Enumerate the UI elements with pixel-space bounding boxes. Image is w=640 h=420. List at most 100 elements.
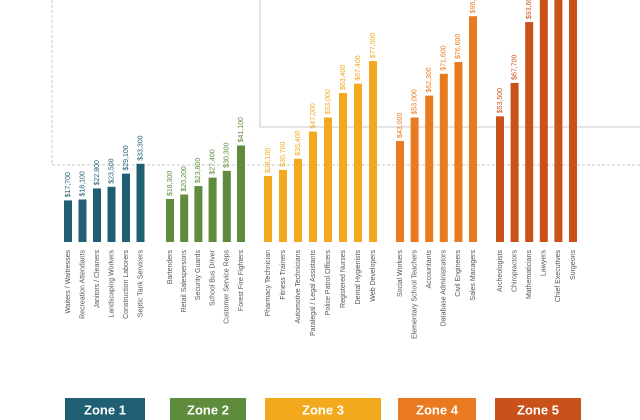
category-label: Pharmacy Technician [265,250,272,317]
bar [525,22,534,243]
bar [410,117,419,242]
bar [354,83,362,242]
category-label: Civil Engineers [455,250,462,297]
category-label: Janitors / Cleaners [94,250,101,309]
zone-label: Zone 3 [302,402,344,417]
category-label: Surgeons [570,250,577,280]
value-label: $43,000 [397,113,404,138]
category-label: Chief Executives [555,250,562,303]
value-label: $35,400 [295,130,302,155]
bar [93,188,101,242]
category-label: Dental Hygienists [355,250,362,305]
value-label: $77,000 [370,33,377,58]
value-label: $47,000 [310,103,317,128]
zone-badge [65,398,145,420]
value-label: $22,800 [94,160,101,185]
bar [339,93,347,243]
category-label: Sales Managers [470,250,477,301]
category-label: Landscaping Workers [108,250,115,318]
category-label: Registered Nurses [340,250,347,308]
bar [166,199,174,242]
bar [539,0,548,242]
bar [469,16,477,242]
zone-label: Zone 5 [517,402,559,417]
bar [510,82,519,242]
bar [264,175,272,242]
value-label: $93,600 [526,0,533,19]
bar [222,170,231,242]
bar [122,173,130,242]
category-label: Archeologists [497,250,504,293]
bar [569,0,577,243]
category-label: Elementary School Teachers [411,250,418,339]
bar [194,186,203,242]
category-label: Database Administrators [441,250,448,327]
value-label: $20,200 [181,166,188,191]
bar [180,194,189,242]
category-label: Mathematicians [526,250,533,300]
category-label: Police Patrol Officers [325,250,332,316]
value-label: $28,100 [265,148,272,173]
bar [396,140,404,242]
bar [554,0,563,242]
value-label: $18,300 [167,171,174,196]
bar [64,200,72,242]
value-label: $53,000 [325,89,332,114]
value-label: $18,100 [79,171,86,196]
category-label: Forest Fire Fighters [238,250,245,312]
value-label: $17,700 [65,172,72,197]
value-label: $62,300 [426,67,433,92]
category-label: Web Developers [370,250,377,302]
category-label: Social Workers [397,250,404,297]
value-label: $96,100 [470,0,477,13]
value-label: $41,100 [238,117,245,142]
zone-label: Zone 1 [84,402,126,417]
bar [237,145,245,242]
bar [136,163,145,242]
value-label: $23,500 [108,158,115,183]
value-label: $63,400 [340,65,347,90]
category-label: Automotive Technicians [295,250,302,324]
category-label: Fitness Trainers [280,250,287,300]
value-label: $67,400 [355,55,362,80]
value-label: $27,400 [209,149,216,174]
value-label: $67,700 [511,55,518,80]
value-label: $23,800 [195,158,202,183]
bar [294,158,302,242]
bar [208,177,217,242]
bar [78,199,87,242]
plot-area: $17,700 $18,100 $22,800 $23,500 $29,100 $33,3… [64,0,577,243]
zone-label: Zone 2 [187,402,229,417]
category-label: Construction Laborers [123,250,130,319]
bar [324,117,332,242]
value-label: $29,100 [123,145,130,170]
bar [279,169,287,242]
category-label: School Bus Driver [209,249,216,306]
category-label: Chiropractors [511,250,518,293]
category-label: Waiters / Waitresses [65,250,72,314]
zone-badge [398,398,476,420]
zone-badge [495,398,581,420]
value-label: $33,300 [137,135,144,160]
bar [439,73,448,243]
category-label: Lawyers [541,250,548,277]
category-label: Accountants [426,250,433,289]
bar [369,61,377,243]
bar [107,186,116,242]
value-label: $76,600 [455,34,462,59]
value-label: $71,600 [441,45,448,70]
value-label: $53,000 [411,89,418,114]
value-label: $53,500 [497,88,504,113]
category-label: Recreation Attendants [79,250,86,319]
category-label: Customer Service Reps [224,250,231,324]
bar [425,95,434,242]
bar [309,131,317,242]
zone-badge [170,398,246,420]
bar [496,116,504,242]
category-label: Septic Tank Servicers [137,250,144,318]
zone-label: Zone 4 [416,402,459,417]
category-label: Bartenders [167,250,174,285]
value-label: $30,700 [280,141,287,166]
category-label: Security Guards [195,250,202,301]
